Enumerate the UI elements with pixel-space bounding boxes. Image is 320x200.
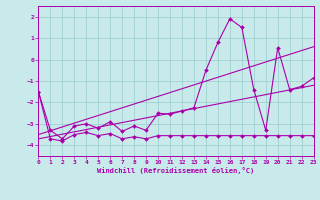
X-axis label: Windchill (Refroidissement éolien,°C): Windchill (Refroidissement éolien,°C) [97,167,255,174]
